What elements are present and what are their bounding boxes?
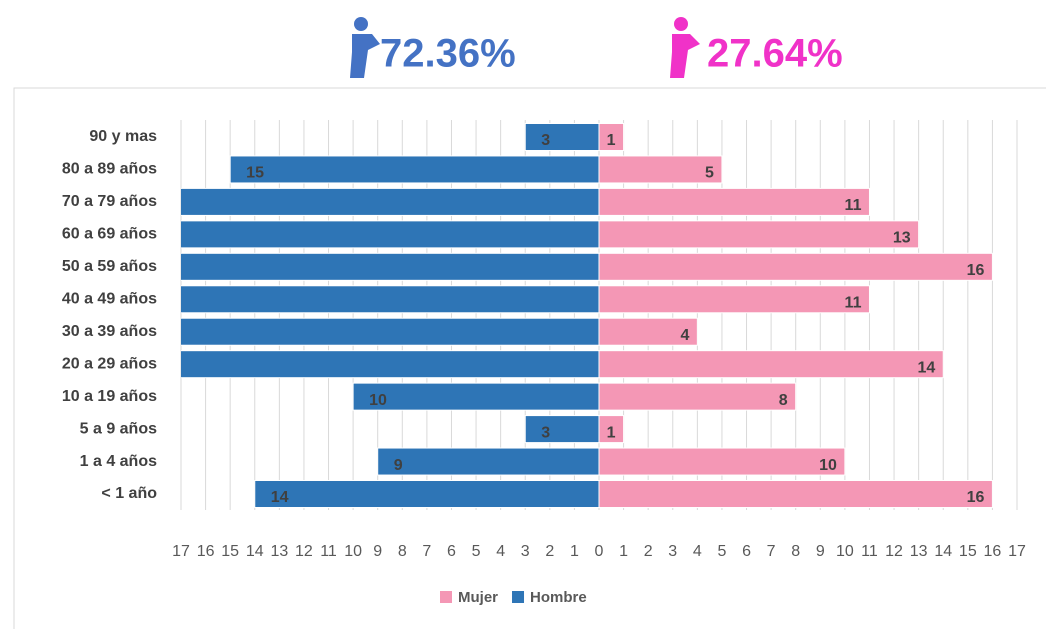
x-tick-label: 13: [270, 543, 288, 560]
bar: [598, 415, 625, 444]
x-tick-label: 8: [398, 543, 407, 560]
x-tick-label: 9: [816, 543, 825, 560]
x-tick-label: 9: [373, 543, 382, 560]
x-tick-label: 16: [984, 543, 1002, 560]
x-tick-label: 3: [668, 543, 677, 560]
data-label: 5: [705, 165, 714, 182]
bar: [181, 187, 600, 216]
y-tick-label: 10 a 19 años: [62, 388, 157, 405]
legend-label: Mujer: [458, 589, 498, 606]
data-label: 4: [680, 327, 689, 344]
y-tick-label: 50 a 59 años: [62, 258, 157, 275]
bar: [598, 317, 698, 346]
x-tick-label: 0: [595, 543, 604, 560]
data-label: 1: [607, 424, 616, 441]
x-tick-label: 11: [861, 543, 878, 560]
y-tick-label: 5 a 9 años: [80, 420, 157, 437]
bar: [598, 187, 870, 216]
data-label: 10: [819, 457, 837, 474]
x-tick-label: 4: [693, 543, 702, 560]
y-tick-label: 40 a 49 años: [62, 290, 157, 307]
bar: [524, 415, 600, 444]
x-tick-label: 7: [422, 543, 431, 560]
y-tick-label: 80 a 89 años: [62, 161, 157, 178]
bar: [598, 350, 944, 379]
x-tick-label: 10: [836, 543, 854, 560]
data-label: 10: [369, 392, 387, 409]
data-label: 3: [541, 424, 550, 441]
x-tick-label: 11: [320, 543, 337, 560]
x-tick-label: 13: [910, 543, 928, 560]
data-label: 16: [967, 489, 985, 506]
y-tick-label: 1 a 4 años: [80, 453, 157, 470]
data-label: 11: [845, 197, 862, 214]
x-tick-label: 17: [1008, 543, 1026, 560]
percent-annotation: 72.36%: [380, 32, 516, 76]
x-tick-label: 15: [221, 543, 239, 560]
x-tick-label: 8: [791, 543, 800, 560]
x-tick-label: 15: [959, 543, 977, 560]
data-label: 16: [967, 262, 985, 279]
bar: [598, 252, 993, 281]
x-tick-label: 1: [619, 543, 628, 560]
male-icon: [350, 17, 380, 78]
bar: [352, 382, 600, 411]
chart-frame: [13, 87, 1046, 629]
y-tick-label: 90 y mas: [89, 128, 157, 145]
data-label: 15: [246, 165, 264, 182]
x-tick-label: 14: [246, 543, 264, 560]
y-tick-label: 70 a 79 años: [62, 193, 157, 210]
x-tick-label: 2: [545, 543, 554, 560]
data-label: 1: [607, 132, 616, 149]
x-tick-label: 12: [295, 543, 313, 560]
y-tick-label: 30 a 39 años: [62, 323, 157, 340]
y-tick-label: 60 a 69 años: [62, 226, 157, 243]
bar: [254, 480, 600, 508]
bar: [598, 220, 920, 249]
x-tick-label: 17: [172, 543, 190, 560]
x-tick-label: 12: [885, 543, 903, 560]
percent-annotation: 27.64%: [707, 32, 843, 76]
data-label: 8: [779, 392, 788, 409]
bar: [181, 220, 600, 249]
female-icon: [670, 17, 700, 78]
data-label: 11: [845, 294, 862, 311]
data-label: 13: [893, 230, 911, 247]
data-label: 14: [917, 359, 935, 376]
y-tick-label: < 1 año: [101, 485, 157, 502]
x-tick-label: 10: [344, 543, 362, 560]
bar: [181, 350, 600, 379]
bar: [181, 252, 600, 281]
x-tick-label: 14: [934, 543, 952, 560]
x-tick-label: 7: [767, 543, 776, 560]
x-tick-label: 6: [447, 543, 456, 560]
data-label: 3: [541, 132, 550, 149]
legend-label: Hombre: [530, 589, 587, 606]
bar: [598, 480, 993, 508]
bar: [598, 285, 870, 314]
bar: [377, 447, 600, 476]
x-tick-label: 5: [717, 543, 726, 560]
bar: [229, 155, 600, 184]
legend-swatch: [512, 591, 525, 603]
bar: [181, 317, 600, 346]
x-tick-label: 3: [521, 543, 530, 560]
bar: [181, 285, 600, 314]
bar: [524, 123, 600, 151]
legend-swatch: [440, 591, 452, 603]
x-tick-label: 5: [472, 543, 481, 560]
y-tick-label: 20 a 29 años: [62, 355, 157, 372]
bar: [598, 155, 723, 184]
bar: [598, 382, 797, 411]
x-tick-label: 16: [197, 543, 215, 560]
x-tick-label: 2: [644, 543, 653, 560]
bar: [598, 447, 846, 476]
data-label: 9: [394, 457, 403, 474]
x-tick-label: 6: [742, 543, 751, 560]
x-tick-label: 4: [496, 543, 505, 560]
data-label: 14: [271, 489, 289, 506]
x-tick-label: 1: [570, 543, 579, 560]
